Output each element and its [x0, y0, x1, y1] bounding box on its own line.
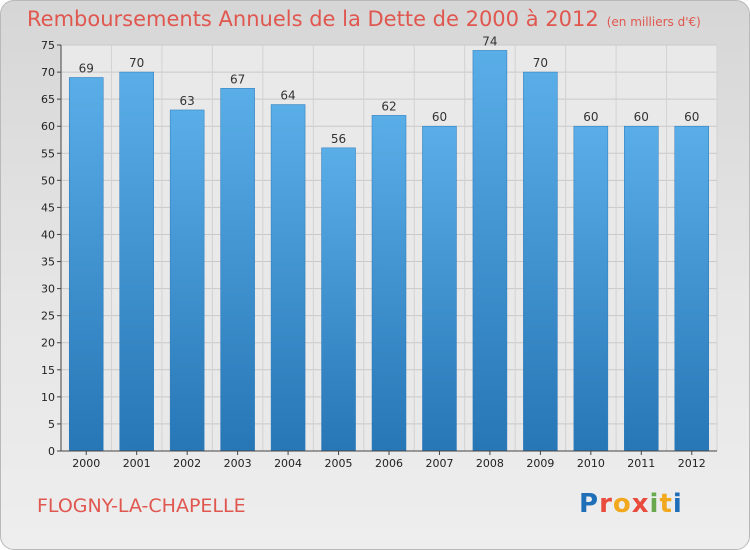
- city-name: FLOGNY-LA-CHAPELLE: [37, 495, 246, 517]
- brand-letter: x: [631, 489, 650, 519]
- bar: [220, 88, 255, 452]
- x-tick-label: 2006: [375, 457, 403, 470]
- brand-logo: Proxiti: [579, 489, 683, 519]
- bar-value-label: 60: [634, 110, 649, 124]
- brand-letter: P: [579, 489, 600, 519]
- bar: [422, 125, 457, 452]
- brand-letter: o: [612, 489, 632, 519]
- x-tick-label: 2004: [274, 457, 302, 470]
- y-tick-label: 40: [41, 228, 55, 241]
- bar: [169, 109, 205, 452]
- x-tick-label: 2009: [526, 457, 554, 470]
- y-tick-label: 50: [41, 174, 55, 187]
- x-tick-label: 2012: [678, 457, 706, 470]
- y-tick-label: 35: [41, 256, 55, 269]
- y-tick-label: 55: [41, 147, 55, 160]
- y-tick-label: 75: [41, 39, 55, 52]
- x-tick-label: 2010: [577, 457, 605, 470]
- bar: [472, 50, 508, 452]
- axes: [57, 44, 717, 455]
- bar-value-label: 60: [684, 110, 699, 124]
- y-tick-label: 5: [48, 418, 55, 431]
- bar-value-label: 60: [432, 110, 447, 124]
- y-tick-label: 45: [41, 201, 55, 214]
- y-tick-label: 10: [41, 391, 55, 404]
- brand-letter: r: [599, 489, 613, 519]
- x-tick-label: 2008: [476, 457, 504, 470]
- bar: [573, 125, 609, 452]
- bar-value-label: 56: [331, 132, 346, 146]
- bar-value-label: 62: [381, 99, 396, 113]
- brand-letter: t: [659, 489, 673, 519]
- x-tick-label: 2005: [325, 457, 353, 470]
- bar-value-label: 70: [129, 56, 144, 70]
- chart-title-text: Remboursements Annuels de la Dette de 20…: [27, 7, 599, 31]
- chart-title: Remboursements Annuels de la Dette de 20…: [27, 7, 701, 31]
- bars: [68, 50, 710, 452]
- x-tick-label: 2002: [173, 457, 201, 470]
- bar: [270, 104, 306, 452]
- x-tick-label: 2011: [627, 457, 655, 470]
- x-tick-label: 2000: [72, 457, 100, 470]
- bar-value-label: 69: [79, 61, 94, 75]
- y-tick-label: 30: [41, 283, 55, 296]
- bar: [119, 71, 154, 452]
- labels: 0 5 10 15 20 25 30 35 40 45 50 55 60 65 70 75 69 2000 70 20…: [41, 34, 706, 470]
- y-tick-label: 0: [48, 445, 55, 458]
- brand-letter: i: [672, 489, 683, 519]
- y-tick-label: 15: [41, 364, 55, 377]
- bar-value-label: 64: [280, 89, 295, 103]
- bar: [523, 71, 558, 452]
- bar: [321, 147, 356, 452]
- bar-value-label: 70: [533, 56, 548, 70]
- brand-letter: i: [649, 489, 660, 519]
- bar-value-label: 63: [180, 94, 195, 108]
- bar-value-label: 67: [230, 72, 245, 86]
- x-tick-label: 2007: [425, 457, 453, 470]
- x-tick-label: 2003: [224, 457, 252, 470]
- bar-value-label: 74: [482, 34, 497, 48]
- chart-subtitle: (en milliers d'€): [606, 15, 701, 29]
- bar: [674, 125, 710, 452]
- y-tick-label: 20: [41, 337, 55, 350]
- y-tick-label: 25: [41, 310, 55, 323]
- y-tick-label: 70: [41, 66, 55, 79]
- bar: [624, 125, 659, 452]
- bar: [68, 77, 104, 452]
- y-tick-label: 60: [41, 120, 55, 133]
- bar-value-label: 60: [583, 110, 598, 124]
- y-tick-label: 65: [41, 93, 55, 106]
- bar: [371, 115, 407, 452]
- x-tick-label: 2001: [123, 457, 151, 470]
